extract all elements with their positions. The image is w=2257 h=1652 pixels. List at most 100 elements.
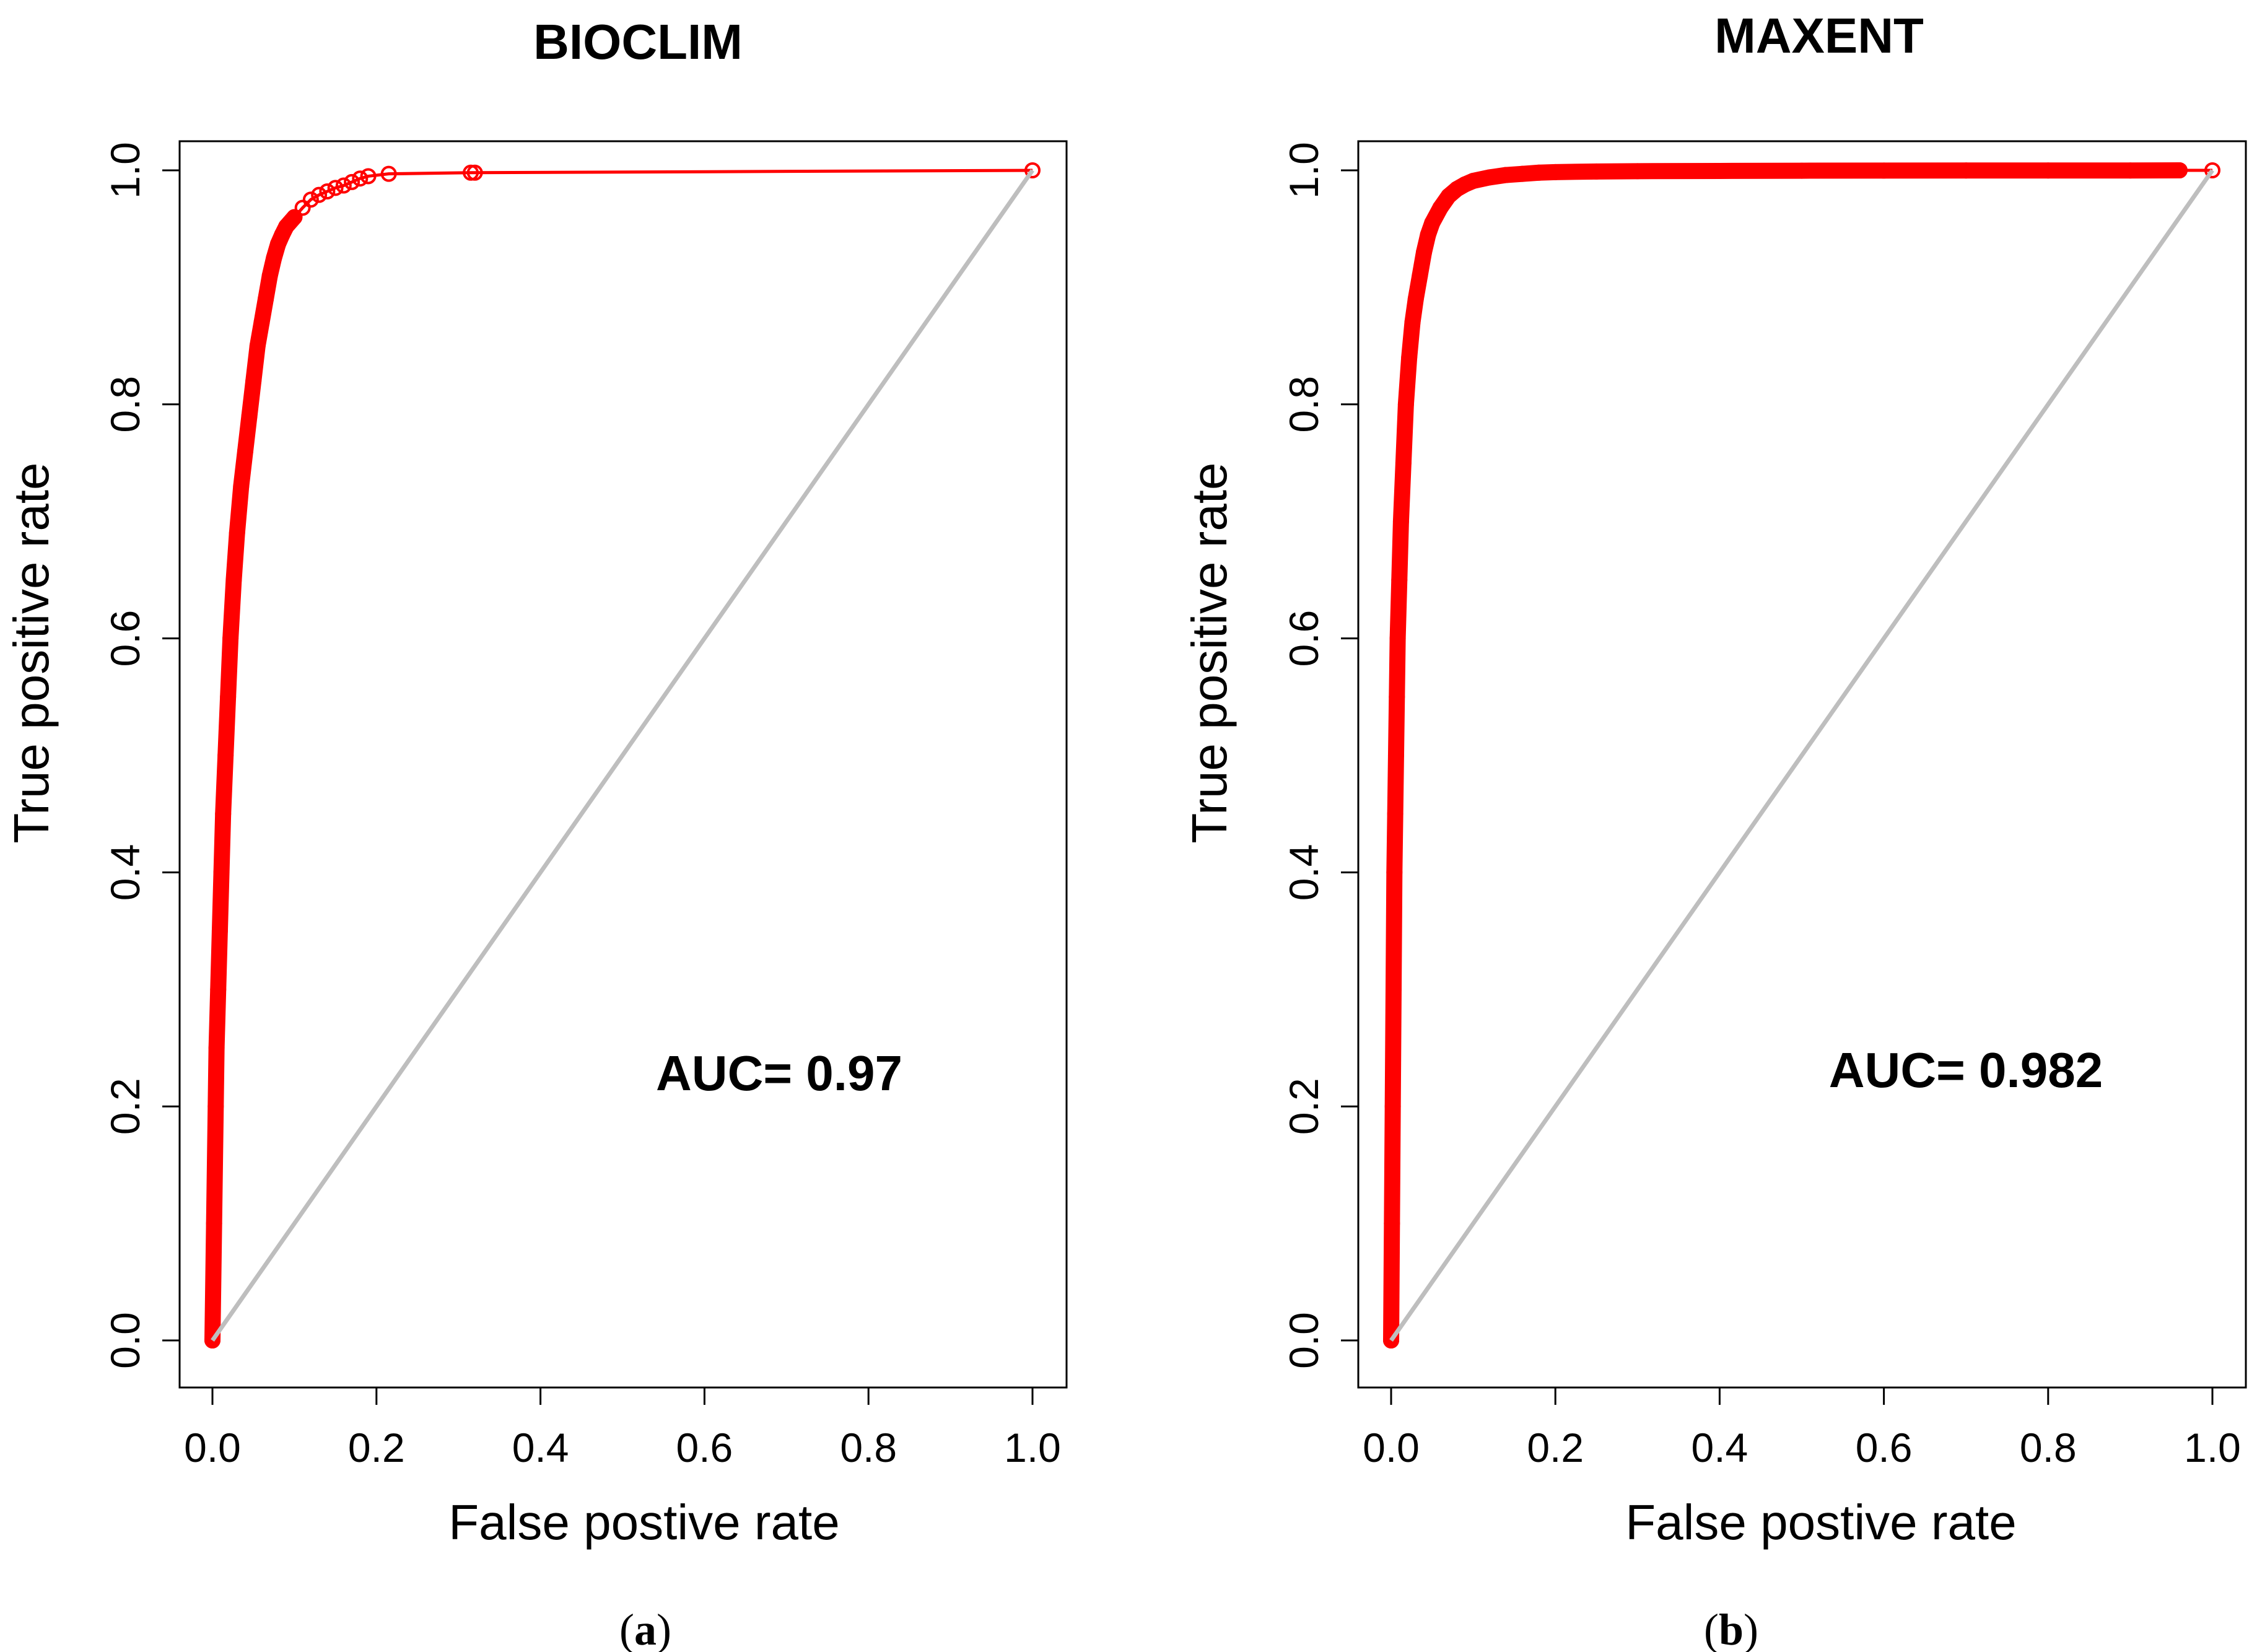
y-tick-label: 0.8 [1281,376,1327,433]
x-tick-label: 1.0 [1004,1425,1061,1471]
panel-label-open: ( [1704,1605,1719,1652]
roc-point [1875,162,1892,179]
roc-point [1432,199,1449,216]
x-tick-label: 0.2 [348,1425,405,1471]
panel-label-letter: a [634,1605,657,1652]
roc-point [360,168,377,185]
y-tick-label: 0.0 [102,1312,148,1369]
roc-point [335,177,352,194]
roc-point [1482,169,1498,186]
roc-point [229,525,245,541]
y-tick-label: 1.0 [1281,142,1327,199]
roc-point [217,747,234,764]
roc-point [1514,165,1531,182]
x-tick-label: 0.4 [512,1425,569,1471]
roc-point [1588,163,1605,180]
roc-point [302,191,319,208]
roc-point [319,183,336,200]
roc-point [466,164,483,181]
x-tick-label: 0.8 [840,1425,897,1471]
roc-point [1383,1332,1399,1348]
plot-frame [178,140,1068,1389]
roc-point [225,572,242,588]
y-tick-label: 0.0 [1281,1312,1327,1369]
roc-point [1395,455,1412,471]
y-tick-label: 0.6 [1281,610,1327,667]
roc-point [220,689,237,706]
roc-point [278,218,295,235]
roc-point [1024,162,1041,178]
reference-line [1389,168,2214,1342]
panel-label-b: (b) [1704,1605,1758,1652]
roc-point [274,226,290,243]
roc-point [1407,291,1424,307]
roc-point [1465,173,1482,190]
roc-point [1457,176,1473,193]
roc-dense-markers [1383,162,2188,1348]
roc-point [1401,349,1418,366]
roc-point [233,478,250,495]
roc-point [1384,1098,1401,1115]
x-axis-label: False postive rate [1625,1495,2016,1550]
roc-point [1404,314,1421,331]
x-tick-label: 0.0 [184,1425,241,1471]
roc-point [1387,805,1404,822]
roc-point [327,180,344,196]
roc-point [2171,162,2188,178]
roc-point [237,443,253,460]
roc-point [380,165,397,182]
plot-area: 0.0 0.2 0.4 0.6 0.8 1.0 0.0 0.2 0.4 0.6 0.8 1.0 [1281,140,2247,1471]
roc-point [222,630,239,647]
roc-point [253,314,270,331]
roc-point [266,250,282,266]
roc-point [294,199,311,216]
roc-point [1412,268,1428,284]
roc-point [352,170,369,187]
chart-title: BIOCLIM [533,14,743,69]
roc-point [258,291,274,307]
roc-point [344,173,360,190]
roc-point [211,922,228,939]
chart-title: MAXENT [1714,8,1924,63]
roc-point [1385,981,1402,998]
y-tick-label: 0.6 [102,610,148,667]
roc-point [204,1332,220,1348]
reference-line [211,168,1034,1342]
x-tick-label: 0.6 [676,1425,733,1471]
y-tick-label: 1.0 [102,142,148,199]
auc-annotation: AUC= 0.97 [656,1046,902,1101]
roc-point [213,864,230,881]
y-axis-label: True positive rate [4,462,59,843]
y-axis-label: True positive rate [1182,462,1237,843]
roc-point [1391,572,1408,588]
x-tick-label: 1.0 [2184,1425,2241,1471]
roc-point [215,805,232,822]
roc-point [1392,513,1409,530]
x-tick-label: 0.4 [1692,1425,1748,1471]
roc-point [2040,162,2056,179]
roc-point [2204,162,2220,178]
roc-point [1958,162,1975,179]
y-tick-label: 0.4 [102,844,148,901]
plot-area: 0.0 0.2 0.4 0.6 0.8 1.0 0.0 0.2 0.4 0.6 0.8 1.0 [102,140,1068,1471]
roc-point [208,1039,225,1056]
roc-point [1387,747,1404,764]
panel-label-close: ) [657,1605,671,1652]
roc-point [261,268,278,284]
roc-point [1424,215,1441,232]
roc-point [210,981,227,998]
roc-point [207,1098,224,1115]
x-tick-label: 0.0 [1363,1425,1420,1471]
roc-point [286,209,303,225]
roc-point [1386,864,1403,881]
x-axis-label: False postive rate [448,1495,839,1550]
auc-annotation: AUC= 0.982 [1829,1042,2103,1098]
roc-point [1629,163,1646,180]
roc-point [1794,162,1810,179]
roc-point [1711,162,1728,179]
panel-b-maxent: MAXENT False postive rate True positive … [1182,8,2247,1652]
roc-point [1449,181,1465,198]
y-tick-label: 0.2 [1281,1078,1327,1135]
